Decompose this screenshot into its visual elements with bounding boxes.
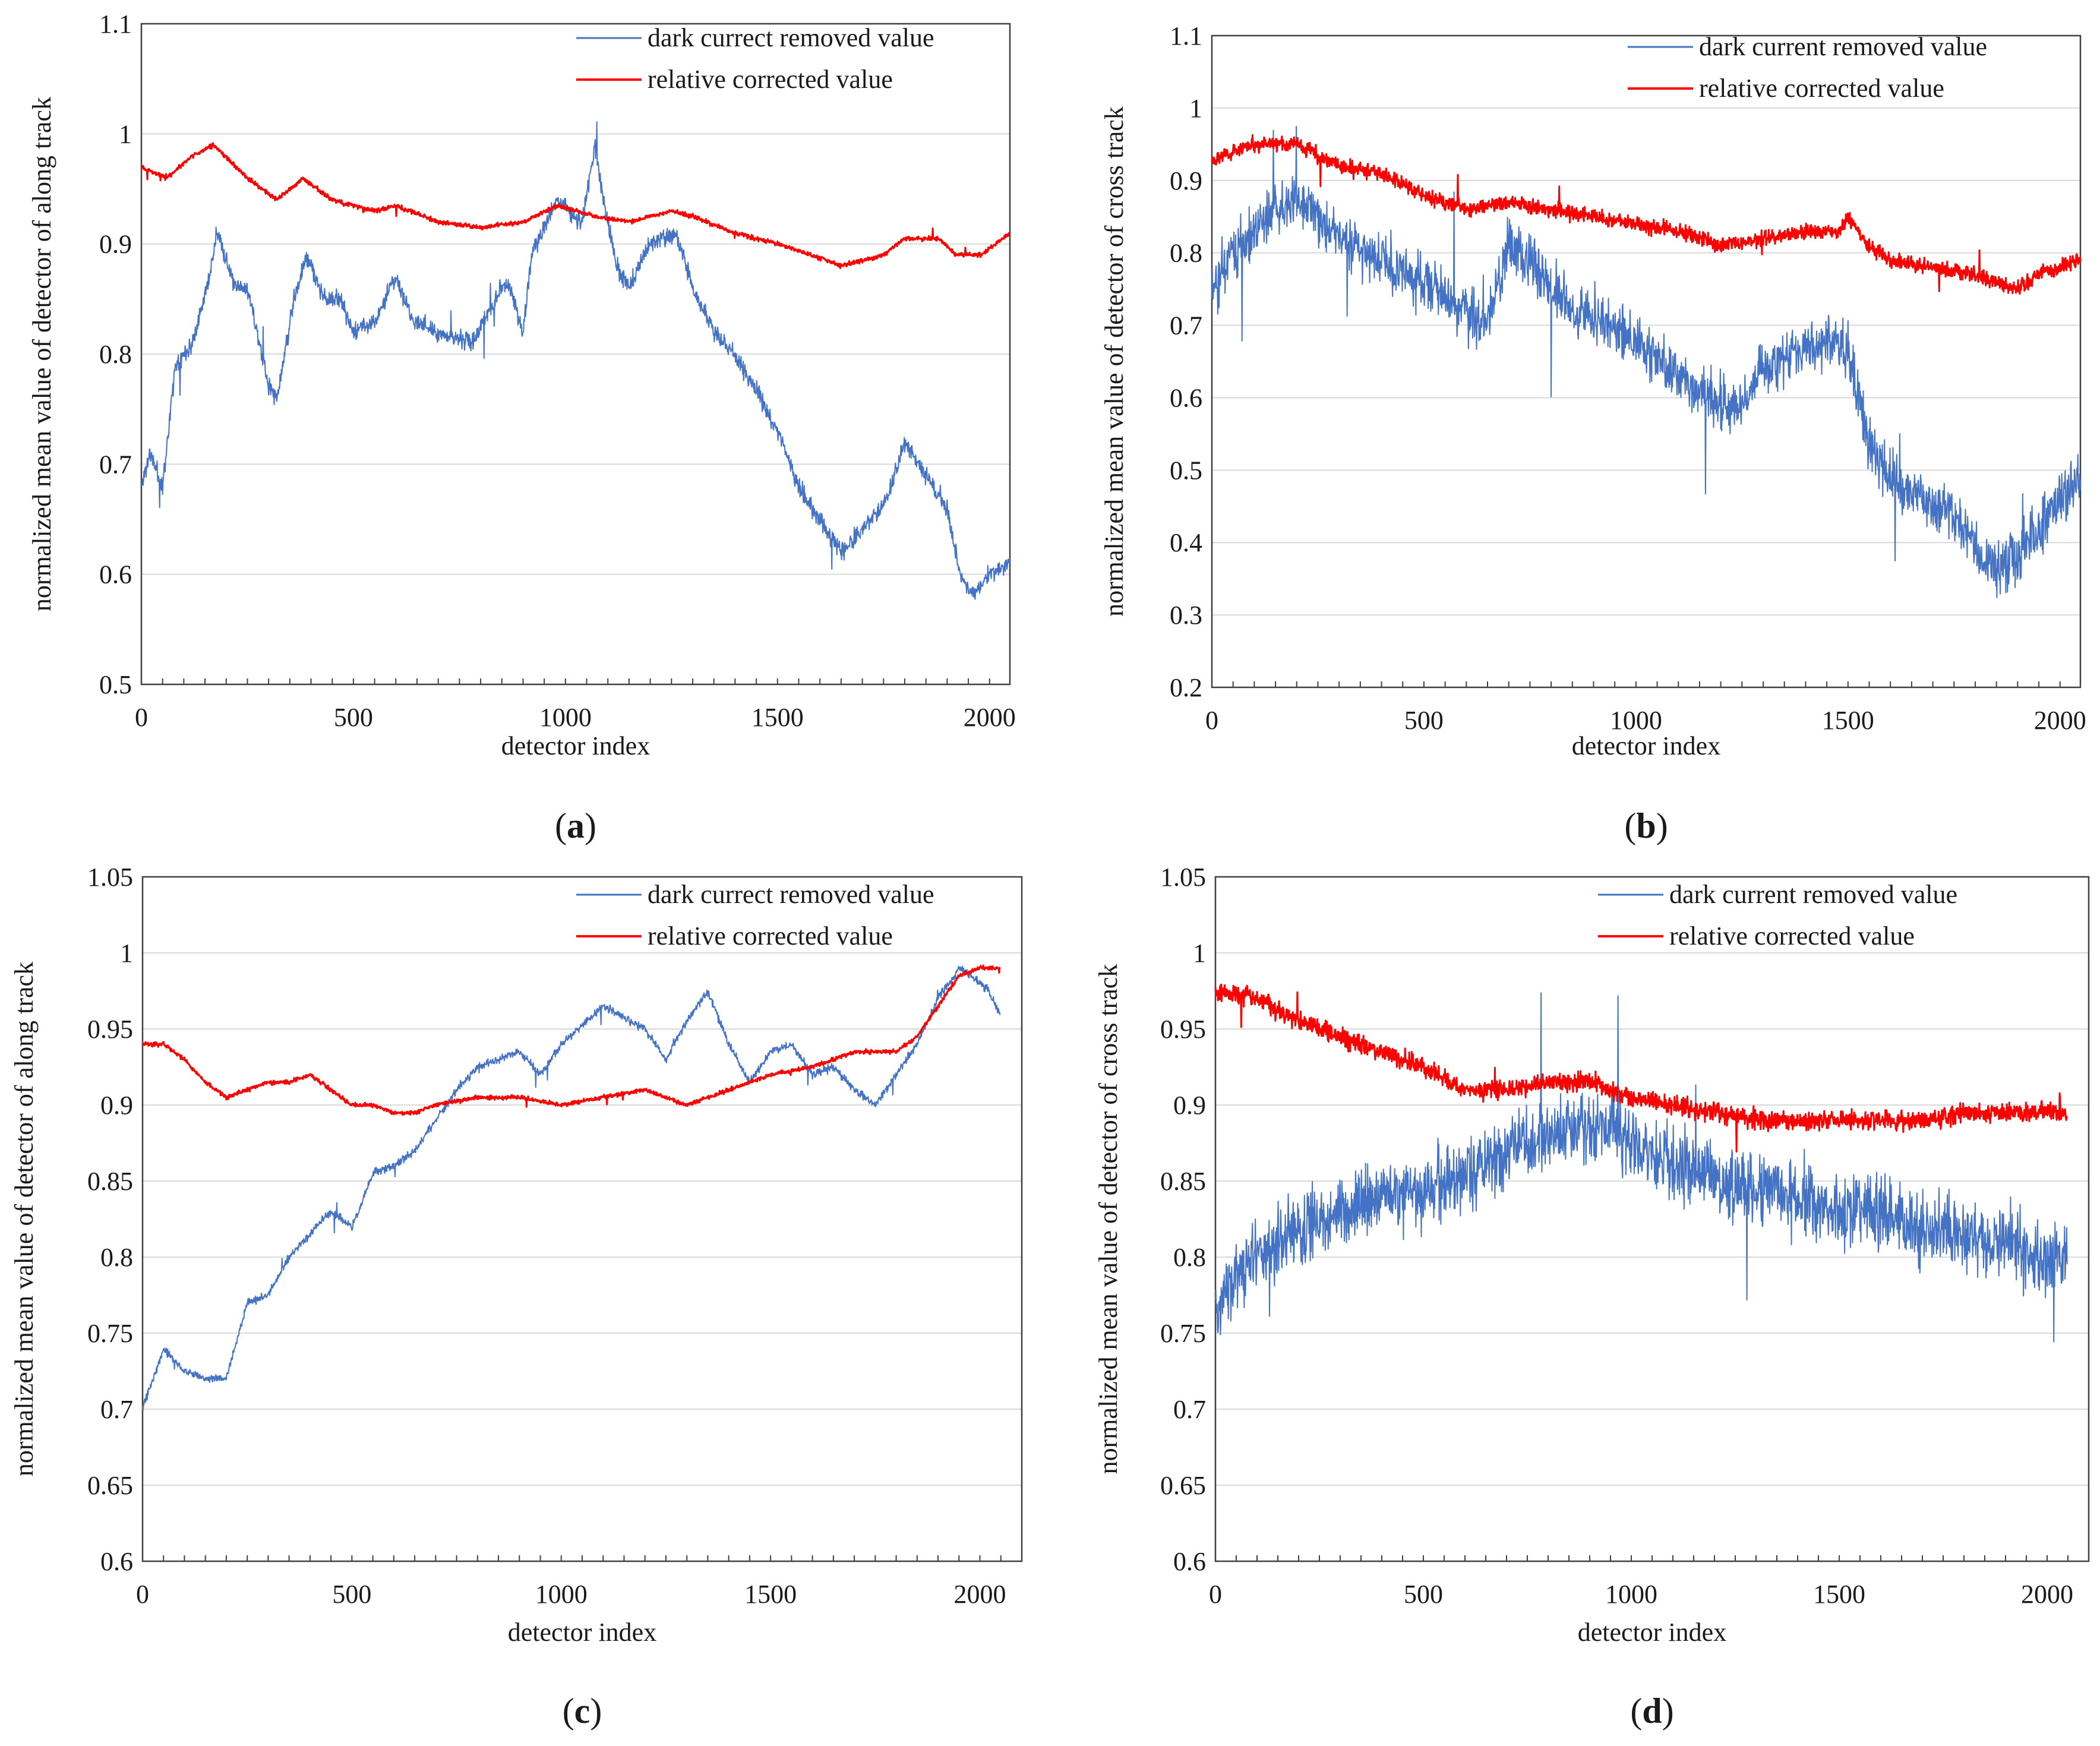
y-tick-label: 1.05	[1160, 863, 1206, 892]
y-axis-title: normalized mean value of detector of alo…	[10, 962, 39, 1476]
y-tick-label: 1	[119, 119, 132, 149]
y-tick-label: 0.7	[100, 1395, 133, 1424]
y-tick-label: 0.65	[87, 1471, 133, 1500]
series-line-dark-current	[1211, 125, 2081, 598]
y-tick-label: 0.7	[1173, 1395, 1206, 1424]
legend-label: dark currect removed value	[648, 880, 934, 909]
y-tick-label: 0.75	[87, 1319, 133, 1348]
x-axis-title: detector index	[1578, 1618, 1726, 1647]
x-tick-label: 500	[332, 1580, 371, 1609]
x-tick-label: 1000	[1605, 1580, 1657, 1609]
y-tick-label: 0.5	[1170, 456, 1202, 485]
x-tick-label: 0	[1205, 706, 1218, 735]
legend: dark current removed value relative corre…	[1598, 880, 1957, 951]
y-tick-label: 1	[1193, 939, 1206, 968]
plot-area-frame	[1211, 34, 2082, 689]
chart-panel-b: 0.2 0.3 0.4 0.5 0.6 0.7 0.8 0.9 1 1.1 0 500 1000 1500…	[1100, 21, 2086, 845]
panel-caption: (b)	[1624, 806, 1668, 845]
y-axis-title: normalized mean value of detector of alo…	[27, 97, 56, 611]
x-tick-label: 2000	[964, 703, 1016, 732]
y-axis-title: normalized mean value of detector of cro…	[1094, 964, 1123, 1475]
legend-label: relative corrected value	[648, 921, 893, 951]
x-tick-label: 1000	[535, 1580, 588, 1609]
y-tick-label: 0.65	[1160, 1471, 1206, 1500]
y-tick-label: 1.1	[99, 10, 132, 39]
x-tick-label: 1000	[539, 703, 592, 732]
x-tick-label: 500	[1404, 1580, 1443, 1609]
series-line-relative-corrected	[141, 142, 1010, 269]
y-axis-title: normalized mean value of detector of cro…	[1100, 106, 1129, 617]
series-line-relative-corrected	[1214, 983, 2069, 1153]
x-tick-label: 0	[135, 703, 148, 732]
y-tick-label: 0.3	[1170, 601, 1202, 630]
legend: dark current removed value relative corre…	[1628, 32, 1987, 103]
x-axis-title: detector index	[508, 1618, 656, 1647]
x-axis-title: detector index	[1572, 731, 1720, 760]
legend: dark currect removed value relative corre…	[576, 23, 934, 94]
chart-panel-d: 0.6 0.65 0.7 0.75 0.8 0.85 0.9 0.95 1 1.05 0 500 100…	[1094, 863, 2090, 1731]
y-tick-label: 0.6	[1170, 383, 1202, 412]
x-axis-title: detector index	[501, 731, 650, 760]
y-tick-label: 0.9	[100, 1091, 133, 1120]
y-tick-label: 0.2	[1170, 673, 1202, 702]
x-tick-label: 1500	[1813, 1580, 1865, 1609]
y-tick-label: 0.8	[100, 1243, 133, 1272]
y-tick-label: 0.6	[99, 560, 132, 589]
plot-area-frame	[140, 23, 1011, 686]
legend-label: relative corrected value	[1669, 921, 1915, 951]
x-tick-label: 1500	[744, 1580, 797, 1609]
series-line-dark-current	[141, 121, 1010, 600]
legend-label: relative corrected value	[1699, 74, 1944, 103]
x-tick-label: 0	[1209, 1580, 1222, 1609]
x-tick-label: 500	[334, 703, 373, 732]
legend-label: dark currect removed value	[648, 23, 934, 52]
y-tick-label: 0.8	[1170, 239, 1202, 268]
x-tick-label: 1500	[1822, 706, 1874, 735]
y-tick-label: 1.1	[1170, 21, 1202, 50]
chart-panel-c: 0.6 0.65 0.7 0.75 0.8 0.85 0.9 0.95 1 1.05 0 500 100…	[10, 863, 1023, 1731]
y-tick-label: 1.05	[87, 863, 133, 892]
y-tick-label: 0.75	[1160, 1319, 1206, 1348]
plot-area-frame	[141, 876, 1023, 1562]
x-tick-label: 2000	[2021, 1580, 2073, 1609]
panel-caption: (a)	[555, 806, 596, 845]
x-tick-label: 0	[136, 1580, 149, 1609]
series-line-dark-current	[1215, 992, 2068, 1343]
x-tick-label: 500	[1404, 706, 1444, 735]
series-line-dark-current	[142, 965, 1001, 1412]
legend-label: relative corrected value	[648, 65, 893, 94]
series-line-relative-corrected	[141, 964, 1001, 1116]
y-tick-label: 0.9	[1173, 1091, 1206, 1120]
y-tick-label: 0.6	[100, 1547, 133, 1576]
y-tick-label: 0.85	[1160, 1167, 1206, 1196]
x-tick-label: 1000	[1610, 706, 1662, 735]
legend-label: dark current removed value	[1669, 880, 1957, 909]
x-tick-label: 2000	[954, 1580, 1006, 1609]
y-tick-label: 0.7	[99, 450, 132, 479]
y-tick-label: 0.6	[1173, 1547, 1206, 1576]
series-line-relative-corrected	[1211, 134, 2082, 295]
y-tick-label: 1	[1189, 94, 1202, 123]
y-tick-label: 1	[120, 939, 133, 968]
x-tick-label: 1500	[751, 703, 804, 732]
legend-label: dark current removed value	[1699, 32, 1987, 61]
y-tick-label: 0.85	[87, 1167, 133, 1196]
chart-panel-a: 0.5 0.6 0.7 0.8 0.9 1 1.1 0 500 1000 1500 2000 detec…	[27, 10, 1016, 845]
y-tick-label: 0.7	[1170, 311, 1202, 340]
panel-caption: (d)	[1630, 1691, 1673, 1731]
x-tick-label: 2000	[2034, 706, 2086, 735]
y-tick-label: 0.5	[99, 670, 132, 699]
y-tick-label: 0.4	[1170, 528, 1202, 557]
y-tick-label: 0.95	[87, 1015, 133, 1044]
y-tick-label: 0.8	[1173, 1243, 1206, 1272]
y-tick-label: 0.8	[99, 340, 132, 369]
y-tick-label: 0.9	[1170, 166, 1202, 195]
y-tick-label: 0.95	[1160, 1015, 1206, 1044]
panel-caption: (c)	[563, 1691, 602, 1731]
y-tick-label: 0.9	[99, 230, 132, 259]
legend: dark currect removed value relative corre…	[576, 880, 934, 951]
